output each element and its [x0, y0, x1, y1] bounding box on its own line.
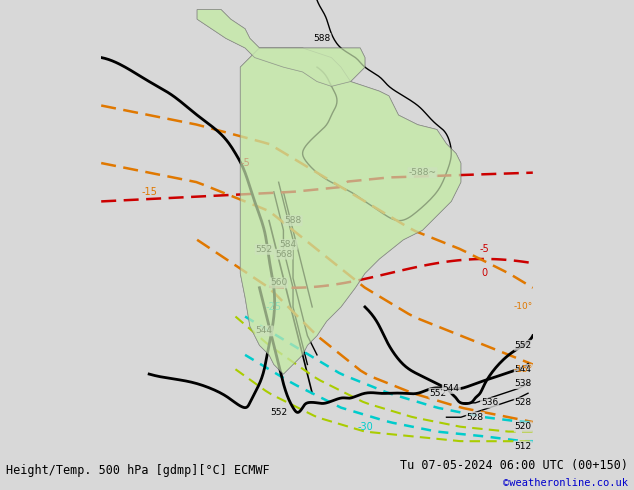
Polygon shape: [197, 10, 365, 86]
Text: 536: 536: [481, 398, 498, 407]
Polygon shape: [197, 10, 365, 86]
Text: 528: 528: [467, 413, 484, 422]
Text: 0: 0: [482, 269, 488, 278]
Polygon shape: [240, 48, 461, 374]
Text: 544: 544: [515, 365, 532, 374]
Text: 512: 512: [515, 441, 532, 450]
Text: 552: 552: [256, 245, 273, 254]
Text: 584: 584: [280, 240, 297, 249]
Text: 552: 552: [429, 389, 446, 398]
Text: 544: 544: [443, 384, 460, 393]
Text: 544: 544: [256, 326, 273, 336]
Text: -30: -30: [357, 422, 373, 432]
Text: 538: 538: [515, 379, 532, 388]
Text: 552: 552: [270, 408, 287, 417]
Text: 552: 552: [515, 341, 532, 350]
Text: -588~: -588~: [408, 168, 436, 177]
Text: -15°: -15°: [514, 365, 533, 374]
Text: 528: 528: [515, 398, 532, 407]
Text: -25: -25: [266, 302, 282, 312]
Text: 588: 588: [313, 34, 330, 43]
Text: 568: 568: [275, 250, 292, 259]
Text: Tu 07-05-2024 06:00 UTC (00+150): Tu 07-05-2024 06:00 UTC (00+150): [399, 459, 628, 472]
Text: 588: 588: [285, 216, 302, 225]
Text: -15: -15: [141, 187, 157, 197]
Text: Height/Temp. 500 hPa [gdmp][°C] ECMWF: Height/Temp. 500 hPa [gdmp][°C] ECMWF: [6, 464, 270, 477]
Text: -10°: -10°: [514, 302, 533, 312]
Text: 560: 560: [270, 278, 287, 288]
Text: ©weatheronline.co.uk: ©weatheronline.co.uk: [503, 478, 628, 488]
Text: -5: -5: [240, 158, 250, 168]
Text: -5: -5: [480, 245, 489, 254]
Text: 520: 520: [515, 422, 532, 431]
Polygon shape: [240, 48, 461, 374]
